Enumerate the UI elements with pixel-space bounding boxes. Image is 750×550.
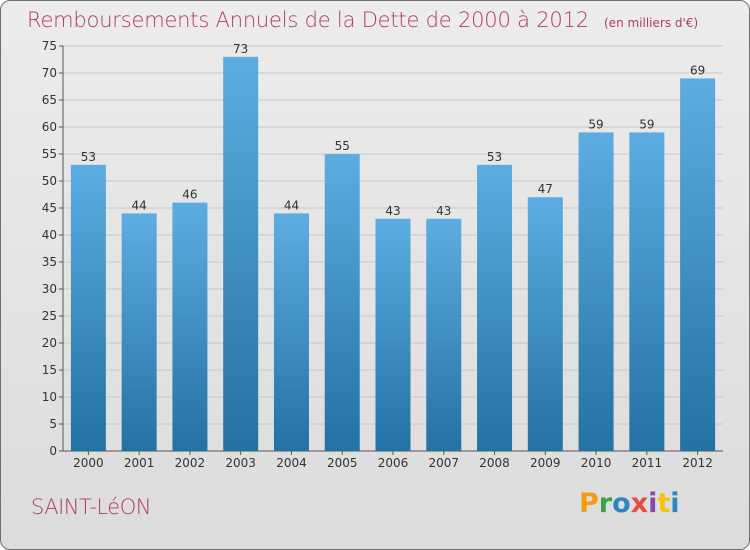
y-tick-label: 70 <box>42 66 57 80</box>
y-tick-label: 0 <box>49 444 57 458</box>
x-tick-label: 2010 <box>581 456 612 470</box>
bar-value-label: 59 <box>588 117 603 131</box>
bar <box>680 78 716 452</box>
y-tick-label: 25 <box>42 309 57 323</box>
y-tick-label: 75 <box>42 39 57 53</box>
proxiti-logo: Proxiti <box>579 488 680 519</box>
y-tick-label: 20 <box>42 336 57 350</box>
x-tick-label: 2000 <box>73 456 104 470</box>
x-tick-label: 2001 <box>124 456 155 470</box>
commune-name: SAINT-LéON <box>31 495 151 519</box>
y-tick-label: 40 <box>42 228 57 242</box>
bar-value-label: 69 <box>690 63 705 77</box>
bar-value-label: 46 <box>182 188 197 202</box>
y-tick-label: 30 <box>42 282 57 296</box>
bar-value-label: 73 <box>233 42 248 56</box>
logo-letter: i <box>670 488 680 519</box>
bar <box>172 202 208 451</box>
bar-value-label: 44 <box>284 198 299 212</box>
y-tick-label: 50 <box>42 174 57 188</box>
bar <box>70 164 106 452</box>
bar <box>121 213 157 451</box>
bar-value-label: 53 <box>487 150 502 164</box>
x-tick-label: 2002 <box>175 456 206 470</box>
bar-value-label: 55 <box>335 139 350 153</box>
bar-value-label: 59 <box>639 117 654 131</box>
y-tick-label: 60 <box>42 120 57 134</box>
bar <box>375 218 411 451</box>
bar-value-label: 47 <box>538 182 553 196</box>
y-tick-label: 55 <box>42 147 57 161</box>
x-tick-label: 2007 <box>428 456 459 470</box>
x-tick-label: 2008 <box>479 456 510 470</box>
logo-letter: i <box>648 488 658 519</box>
y-tick-label: 5 <box>49 417 57 431</box>
chart-title: Remboursements Annuels de la Dette de 20… <box>27 8 589 32</box>
bar <box>578 132 614 451</box>
x-tick-label: 2006 <box>378 456 409 470</box>
bar <box>223 56 259 452</box>
y-tick-label: 65 <box>42 93 57 107</box>
bar <box>527 197 563 451</box>
bar-value-label: 53 <box>81 150 96 164</box>
logo-letter: P <box>579 488 599 519</box>
y-tick-label: 10 <box>42 390 57 404</box>
bar <box>324 154 360 451</box>
y-tick-label: 15 <box>42 363 57 377</box>
bars <box>70 56 716 452</box>
x-tick-label: 2005 <box>327 456 358 470</box>
x-tick-label: 2009 <box>530 456 561 470</box>
x-tick-label: 2004 <box>276 456 307 470</box>
bar-value-label: 43 <box>385 204 400 218</box>
bar <box>426 218 462 451</box>
chart-title-block: Remboursements Annuels de la Dette de 20… <box>27 8 698 32</box>
y-tick-label: 45 <box>42 201 57 215</box>
unit-note: (en milliers d'€) <box>604 16 699 30</box>
x-tick-label: 2011 <box>632 456 663 470</box>
bar <box>477 164 513 452</box>
logo-letter: r <box>598 488 613 519</box>
x-tick-label: 2012 <box>682 456 713 470</box>
logo-letter: x <box>630 488 649 519</box>
bar-value-label: 44 <box>132 198 147 212</box>
logo-letter: o <box>612 488 631 519</box>
bar <box>273 213 309 451</box>
x-tick-label: 2003 <box>225 456 256 470</box>
bar-value-label: 43 <box>436 204 451 218</box>
bar <box>629 132 665 451</box>
labels: 0 5 10 15 20 25 30 35 40 45 50 55 60 65 70 75 53 2000 44 20… <box>42 39 713 470</box>
y-tick-label: 35 <box>42 255 57 269</box>
logo-letter: t <box>657 488 671 519</box>
